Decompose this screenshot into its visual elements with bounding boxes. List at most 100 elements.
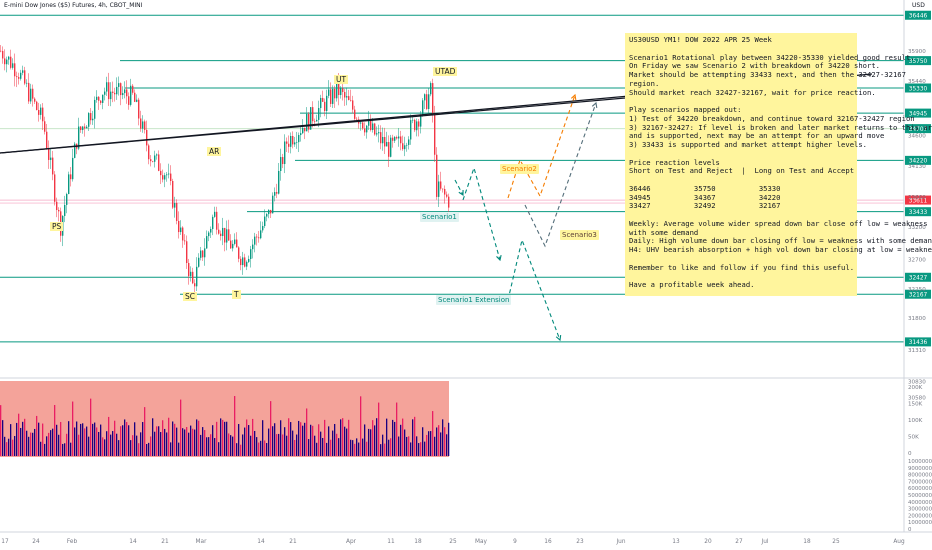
- volume-bar: [390, 438, 392, 456]
- candle-body: [110, 91, 112, 100]
- volume-bar: [384, 443, 386, 456]
- candle-body: [156, 154, 158, 156]
- volume-bar: [364, 424, 366, 456]
- candle-body: [322, 97, 324, 102]
- note-line: Scenario1 Rotational play between 34220-…: [629, 52, 915, 62]
- volume-bar: [402, 418, 404, 456]
- price-tick-label: 30580: [908, 396, 926, 402]
- lower-tick-label: 8000000: [908, 473, 932, 479]
- label-utad: UTAD: [433, 67, 458, 76]
- volume-tick-label: 200K: [908, 385, 923, 391]
- volume-bar: [34, 428, 36, 456]
- price-badge: [905, 289, 931, 299]
- candle-body: [48, 148, 50, 160]
- volume-bar: [336, 433, 338, 456]
- volume-bar: [18, 413, 20, 456]
- volume-bar: [58, 434, 60, 456]
- volume-bar: [400, 424, 402, 456]
- volume-bar: [424, 441, 426, 456]
- candle-body: [422, 100, 424, 116]
- candle-body: [334, 88, 336, 99]
- volume-bar: [20, 427, 22, 456]
- candle-body: [66, 194, 68, 205]
- candle-body: [158, 154, 160, 171]
- candle-body: [262, 226, 264, 231]
- candle-body: [326, 95, 328, 111]
- candle-body: [338, 81, 340, 96]
- volume-bar: [170, 442, 172, 456]
- candle-body: [10, 56, 12, 68]
- volume-bar: [416, 436, 418, 456]
- time-tick-label: 21: [289, 539, 297, 545]
- candle-body: [94, 99, 96, 119]
- candle-body: [22, 70, 24, 73]
- volume-bar: [10, 424, 12, 456]
- volume-bar: [298, 420, 300, 456]
- volume-bar: [296, 434, 298, 456]
- candle-body: [406, 144, 408, 146]
- candle-body: [192, 271, 194, 284]
- candle-body: [392, 137, 394, 141]
- candle-body: [304, 127, 306, 132]
- candle-body: [448, 196, 450, 208]
- note-line: Weekly: Average volume wider spread down…: [629, 218, 928, 228]
- lower-tick-label: 1000000: [908, 520, 932, 526]
- candle-body: [118, 83, 120, 87]
- candle-body: [130, 85, 132, 105]
- scenario3-label: Scenario3: [560, 230, 599, 240]
- volume-bar: [354, 443, 356, 456]
- volume-bar: [346, 428, 348, 456]
- candle-body: [288, 143, 290, 147]
- candle-body: [204, 248, 206, 258]
- candle-body: [86, 126, 88, 129]
- volume-bar: [242, 434, 244, 456]
- candle-body: [388, 142, 390, 157]
- candle-body: [46, 131, 48, 149]
- volume-bar: [142, 422, 144, 456]
- candle-body: [102, 94, 104, 103]
- volume-bar: [200, 434, 202, 456]
- volume-bar: [328, 426, 330, 456]
- candle-body: [106, 82, 108, 92]
- volume-bar: [102, 437, 104, 456]
- label-t: T: [232, 290, 241, 299]
- volume-bar: [230, 435, 232, 456]
- volume-bar: [284, 427, 286, 456]
- analysis-note[interactable]: US30USD YM1! DOW 2022 APR 25 Week Scenar…: [625, 33, 932, 296]
- candle-body: [120, 83, 122, 96]
- volume-bar: [442, 419, 444, 456]
- candle-body: [380, 132, 382, 144]
- volume-bar: [288, 418, 290, 456]
- candle-body: [330, 89, 332, 104]
- candle-body: [186, 241, 188, 264]
- candle-body: [376, 133, 378, 135]
- candle-body: [446, 194, 448, 197]
- volume-bar: [322, 437, 324, 456]
- volume-bar: [134, 422, 136, 456]
- price-tick-label: 30830: [908, 379, 926, 385]
- volume-bar: [104, 439, 106, 456]
- volume-bar: [234, 396, 236, 456]
- candle-body: [424, 94, 426, 101]
- volume-bar: [262, 420, 264, 456]
- candle-body: [442, 188, 444, 190]
- candle-body: [346, 96, 348, 98]
- candle-body: [412, 119, 414, 121]
- price-badge: [905, 56, 931, 66]
- volume-bar: [432, 411, 434, 456]
- volume-bar: [314, 435, 316, 456]
- candle-body: [244, 257, 246, 267]
- price-badge: [905, 337, 931, 347]
- scenario1-path-head: [458, 189, 464, 197]
- note-line: 3) 33433 is supported and market attempt…: [629, 140, 867, 149]
- price-badge-label: 33611: [909, 198, 928, 204]
- label-ps: PS: [50, 222, 64, 231]
- price-badge-label: 32167: [909, 293, 928, 299]
- volume-bar: [410, 442, 412, 456]
- time-tick-label: May: [475, 539, 488, 545]
- lower-tick-label: 4000000: [908, 500, 932, 506]
- time-tick-label: 18: [803, 539, 811, 545]
- candle-body: [410, 120, 412, 140]
- volume-bar: [36, 415, 38, 456]
